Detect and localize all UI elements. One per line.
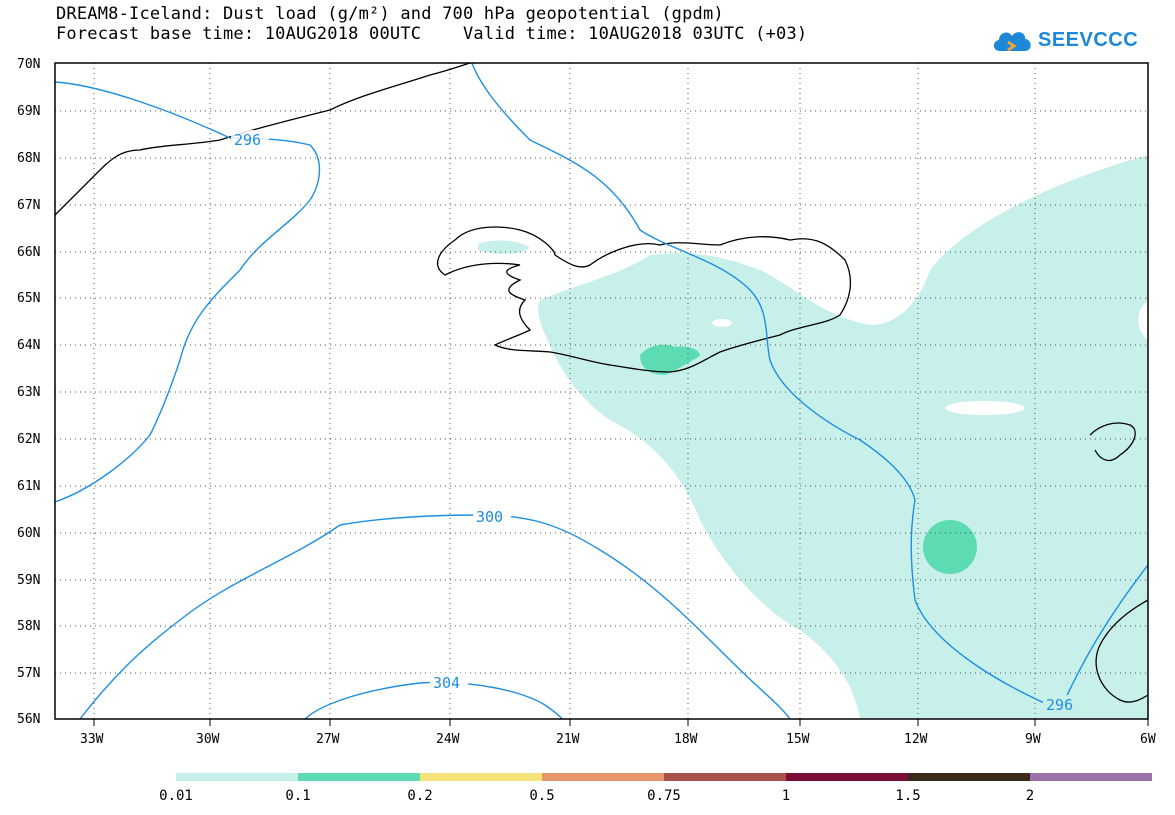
lat-label: 56N	[17, 712, 40, 727]
contour-296-west	[54, 81, 321, 503]
colorbar-swatch	[542, 773, 664, 781]
colorbar: 0.01 0.1 0.2 0.5 0.75 1 1.5 2	[159, 773, 1152, 804]
contour-label-bg	[1043, 695, 1081, 713]
lat-label: 65N	[17, 291, 40, 306]
colorbar-label: 0.01	[159, 788, 193, 804]
colorbar-label: 1.5	[895, 788, 920, 804]
lat-labels: 70N 69N 68N 67N 66N 65N 64N 63N 62N 61N …	[17, 57, 40, 727]
colorbar-swatch	[176, 773, 298, 781]
colorbar-label: 0.1	[285, 788, 310, 804]
dust-gap	[1138, 300, 1148, 340]
colorbar-swatch	[786, 773, 908, 781]
lat-label: 66N	[17, 245, 40, 260]
lon-label: 30W	[196, 732, 220, 747]
lat-label: 68N	[17, 151, 40, 166]
dust-area-mid	[640, 344, 700, 375]
colorbar-swatch	[298, 773, 420, 781]
contour-label: 296	[1046, 696, 1073, 714]
lon-labels: 33W 30W 27W 24W 21W 18W 15W 12W 9W 6W	[80, 732, 1156, 747]
contour-304	[304, 681, 563, 720]
colorbar-swatch	[664, 773, 786, 781]
colorbar-label: 2	[1026, 788, 1034, 804]
dust-gap	[945, 401, 1025, 415]
lat-label: 67N	[17, 198, 40, 213]
map-frame	[54, 62, 1149, 720]
contour-label: 300	[476, 508, 503, 526]
lon-label: 12W	[904, 732, 928, 747]
faroe-coast	[1089, 422, 1136, 462]
logo-text: SEEVCCC	[1038, 28, 1139, 51]
scotland-coast	[1095, 599, 1149, 703]
lat-label: 64N	[17, 338, 40, 353]
dust-area-mid	[923, 520, 977, 574]
lat-label: 70N	[17, 57, 40, 72]
colorbar-swatch	[420, 773, 542, 781]
seevccc-logo: SEEVCCC	[990, 22, 1138, 58]
lat-label: 69N	[17, 104, 40, 119]
lon-label: 9W	[1025, 732, 1041, 747]
lat-label: 58N	[17, 619, 40, 634]
lon-label: 18W	[674, 732, 698, 747]
colorbar-swatch	[1030, 773, 1152, 781]
colorbar-label: 1	[782, 788, 790, 804]
map-title: DREAM8-Iceland: Dust load (g/m²) and 700…	[56, 4, 724, 24]
colorbar-label: 0.5	[529, 788, 554, 804]
map-subtitle: Forecast base time: 10AUG2018 00UTC Vali…	[56, 24, 808, 44]
lon-label: 24W	[436, 732, 460, 747]
lat-label: 57N	[17, 666, 40, 681]
lat-label: 63N	[17, 385, 40, 400]
contour-label-bg	[473, 507, 511, 525]
lat-label: 60N	[17, 526, 40, 541]
geopotential-contours	[54, 62, 1149, 720]
colorbar-swatch	[908, 773, 1030, 781]
contour-label-bg	[430, 673, 468, 691]
dust-area-low	[538, 155, 1148, 719]
dust-patch	[478, 240, 530, 254]
lat-label: 62N	[17, 432, 40, 447]
lat-label: 61N	[17, 479, 40, 494]
lon-label: 21W	[556, 732, 580, 747]
lon-label: 33W	[80, 732, 104, 747]
dust-gap	[712, 319, 732, 327]
contour-label-bg	[231, 130, 269, 148]
cloud-icon	[993, 32, 1031, 52]
contour-label: 296	[234, 131, 261, 149]
contour-label: 304	[433, 674, 460, 692]
lon-label: 27W	[316, 732, 340, 747]
contour-296-east	[471, 62, 1149, 711]
lat-gridlines	[55, 110, 1148, 674]
axis-ticks	[93, 719, 1149, 726]
lon-label: 6W	[1140, 732, 1156, 747]
lat-label: 59N	[17, 573, 40, 588]
iceland-coast	[436, 226, 852, 373]
lon-label: 15W	[786, 732, 810, 747]
colorbar-label: 0.75	[647, 788, 681, 804]
colorbar-label: 0.2	[407, 788, 432, 804]
